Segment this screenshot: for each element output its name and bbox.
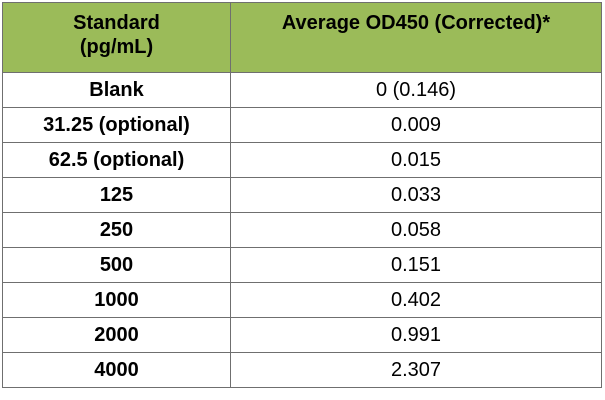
header-standard-line1: Standard <box>73 12 160 34</box>
standard-curve-table: Standard (pg/mL) Average OD450 (Correcte… <box>2 2 602 388</box>
od-cell: 2.307 <box>230 352 602 388</box>
table-row: 1000 0.402 <box>2 282 602 318</box>
od-cell: 0.991 <box>230 317 602 353</box>
standard-cell: 1000 <box>2 282 231 318</box>
table-row: Blank 0 (0.146) <box>2 72 602 108</box>
table-row: 4000 2.307 <box>2 352 602 388</box>
od-cell: 0.009 <box>230 107 602 143</box>
od-cell: 0.015 <box>230 142 602 178</box>
standard-cell: 62.5 (optional) <box>2 142 231 178</box>
table-row: 250 0.058 <box>2 212 602 248</box>
table-row: 31.25 (optional) 0.009 <box>2 107 602 143</box>
od-cell: 0 (0.146) <box>230 72 602 108</box>
standard-cell: 4000 <box>2 352 231 388</box>
standard-cell: 125 <box>2 177 231 213</box>
od-cell: 0.402 <box>230 282 602 318</box>
header-od: Average OD450 (Corrected)* <box>230 2 602 73</box>
od-cell: 0.033 <box>230 177 602 213</box>
standard-cell: 31.25 (optional) <box>2 107 231 143</box>
od-cell: 0.151 <box>230 247 602 283</box>
header-standard-line2: (pg/mL) <box>79 36 154 58</box>
table-row: 125 0.033 <box>2 177 602 213</box>
table-row: 62.5 (optional) 0.015 <box>2 142 602 178</box>
header-row: Standard (pg/mL) Average OD450 (Correcte… <box>2 2 602 73</box>
standard-cell: Blank <box>2 72 231 108</box>
table-row: 2000 0.991 <box>2 317 602 353</box>
standard-cell: 500 <box>2 247 231 283</box>
standard-cell: 250 <box>2 212 231 248</box>
table-row: 500 0.151 <box>2 247 602 283</box>
standard-cell: 2000 <box>2 317 231 353</box>
od-cell: 0.058 <box>230 212 602 248</box>
header-od-label: Average OD450 (Corrected)* <box>281 12 551 34</box>
table-body: Blank 0 (0.146) 31.25 (optional) 0.009 6… <box>2 72 602 388</box>
table-header: Standard (pg/mL) Average OD450 (Correcte… <box>2 2 602 73</box>
standard-curve-table-wrapper: Standard (pg/mL) Average OD450 (Correcte… <box>2 2 602 397</box>
header-standard: Standard (pg/mL) <box>2 2 231 73</box>
